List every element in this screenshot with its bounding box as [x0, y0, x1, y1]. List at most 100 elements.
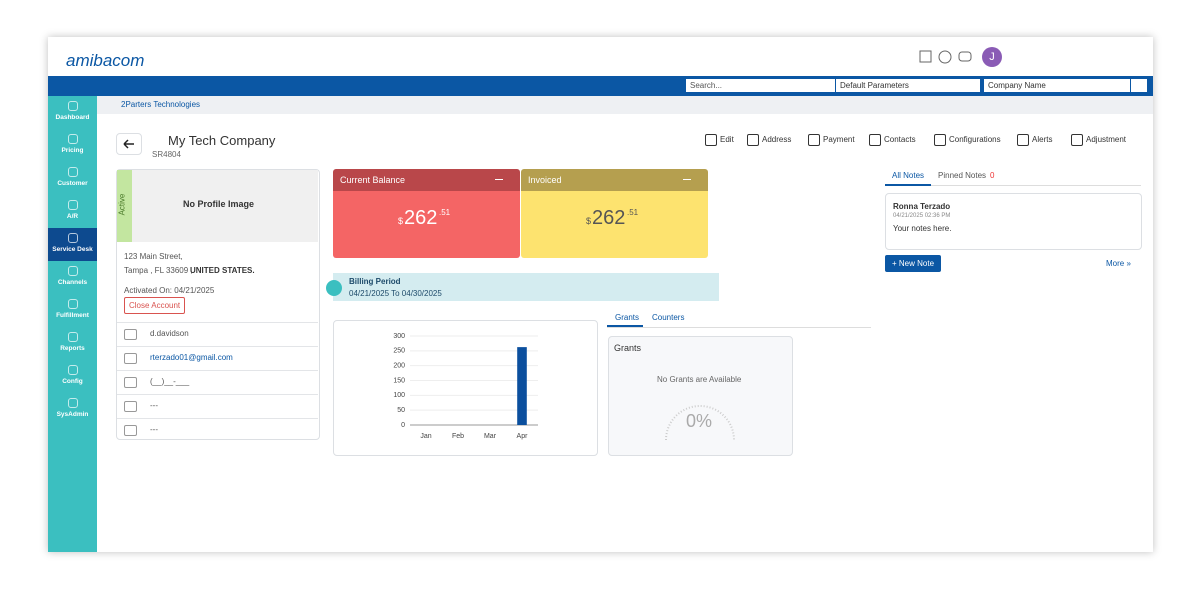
sidebar-item[interactable]: SysAdmin — [56, 411, 89, 418]
billing-title: Billing Period — [349, 277, 401, 286]
parameters-select[interactable]: Default Parameters — [836, 79, 980, 92]
amount: 262 — [404, 207, 438, 229]
action[interactable]: Configurations — [949, 135, 1001, 144]
action-icon[interactable] — [747, 134, 759, 146]
y-tick-label: 50 — [397, 407, 405, 414]
no-image: No Profile Image — [183, 199, 255, 209]
notes-tab[interactable]: All Notes — [892, 171, 925, 180]
action[interactable]: Address — [762, 135, 792, 144]
pinned-count: 0 — [990, 171, 995, 180]
more-link[interactable]: More » — [1106, 259, 1131, 268]
company-name: My Tech Company — [168, 133, 276, 148]
row-divider — [117, 322, 318, 323]
cents: .51 — [439, 208, 451, 217]
sidebar-icon — [68, 134, 78, 144]
sidebar-icon — [68, 101, 78, 111]
y-tick-label: 100 — [393, 392, 405, 399]
sidebar-item[interactable]: Fulfillment — [56, 312, 89, 319]
note-time: 04/21/2025 02:36 PM — [893, 213, 951, 219]
action[interactable]: Alerts — [1032, 135, 1053, 144]
card-header — [521, 169, 708, 191]
company-select[interactable]: Company Name — [984, 79, 1130, 92]
contact-row: (__)__-___ — [150, 377, 190, 386]
action-icon[interactable] — [1017, 134, 1029, 146]
note-card — [885, 193, 1142, 250]
sidebar-item[interactable]: Customer — [57, 180, 88, 187]
city: Tampa , FL 33609 , — [124, 266, 193, 275]
logo[interactable]: amibacom — [66, 51, 145, 70]
x-tick-label: Mar — [484, 433, 497, 440]
sidebar-item[interactable]: Pricing — [61, 147, 84, 154]
action-icon[interactable] — [705, 134, 717, 146]
action[interactable]: Contacts — [884, 135, 916, 144]
sidebar-item[interactable]: Dashboard — [55, 114, 90, 121]
action-icon[interactable] — [1071, 134, 1083, 146]
sidebar-item[interactable]: A/R — [66, 213, 79, 220]
x-tick-label: Jan — [420, 433, 431, 440]
sidebar-item[interactable]: Reports — [60, 345, 85, 352]
sidebar-icon — [68, 365, 78, 375]
sidebar-icon — [68, 299, 78, 309]
search-input[interactable]: Search... — [686, 79, 835, 92]
row-icon — [124, 353, 137, 364]
activated: Activated On: 04/21/2025 — [124, 286, 215, 295]
y-tick-label: 250 — [393, 348, 405, 355]
country: UNITED STATES. — [190, 266, 255, 275]
sidebar-item[interactable]: Service Desk — [52, 246, 93, 253]
x-tick-label: Apr — [517, 433, 529, 440]
profile-image — [117, 170, 318, 242]
action-icon[interactable] — [934, 134, 946, 146]
back-button[interactable] — [116, 133, 142, 155]
card-arrow[interactable] — [683, 179, 691, 180]
grants-title: Grants — [614, 343, 642, 353]
card-arrow[interactable] — [495, 179, 503, 180]
y-tick-label: 200 — [393, 363, 405, 370]
sidebar-item[interactable]: Config — [62, 378, 83, 385]
tab-underline — [607, 325, 643, 327]
row-icon — [124, 329, 137, 340]
currency: $ — [586, 216, 592, 226]
sidebar-icon — [68, 266, 78, 276]
breadcrumb[interactable]: 2Parters Technologies — [121, 100, 201, 109]
card-title: Current Balance — [340, 175, 406, 185]
grants-empty: No Grants are Available — [657, 375, 742, 384]
row-icon — [124, 425, 137, 436]
action[interactable]: Edit — [720, 135, 734, 144]
contact-row: --- — [150, 425, 158, 434]
row-divider — [117, 418, 318, 419]
contact-row: d.davidson — [150, 329, 189, 338]
billing-range: 04/21/2025 To 04/30/2025 — [349, 289, 442, 298]
row-divider — [117, 394, 318, 395]
street: 123 Main Street, — [124, 252, 183, 261]
action[interactable]: Payment — [823, 135, 855, 144]
action-icon[interactable] — [869, 134, 881, 146]
grants-tab[interactable]: Counters — [652, 313, 685, 322]
header-icons[interactable] — [918, 48, 980, 66]
y-tick-label: 0 — [401, 422, 405, 429]
search-button[interactable] — [1131, 79, 1147, 92]
notes-tab[interactable]: Pinned Notes — [938, 171, 987, 180]
card-body — [333, 191, 520, 258]
sidebar-item[interactable]: Channels — [57, 279, 88, 286]
grants-tab[interactable]: Grants — [615, 313, 640, 322]
sidebar-icon — [68, 332, 78, 342]
grants-card — [608, 336, 793, 456]
tab-line — [607, 327, 871, 328]
status: Active — [117, 193, 127, 216]
note-author: Ronna Terzado — [893, 202, 951, 211]
notes-line — [885, 185, 1141, 186]
close-account[interactable]: Close Account — [124, 297, 186, 314]
avatar[interactable]: J — [982, 47, 1002, 67]
notes-underline — [885, 184, 931, 186]
new-note[interactable]: + New Note — [885, 255, 942, 272]
sidebar — [48, 96, 97, 552]
action-icon[interactable] — [808, 134, 820, 146]
row-icon — [124, 377, 137, 388]
billing-icon — [326, 280, 342, 296]
row-icon — [124, 401, 137, 412]
action[interactable]: Adjustment — [1086, 135, 1127, 144]
cents: .51 — [627, 208, 639, 217]
sidebar-icon — [68, 398, 78, 408]
x-tick-label: Feb — [452, 433, 464, 440]
